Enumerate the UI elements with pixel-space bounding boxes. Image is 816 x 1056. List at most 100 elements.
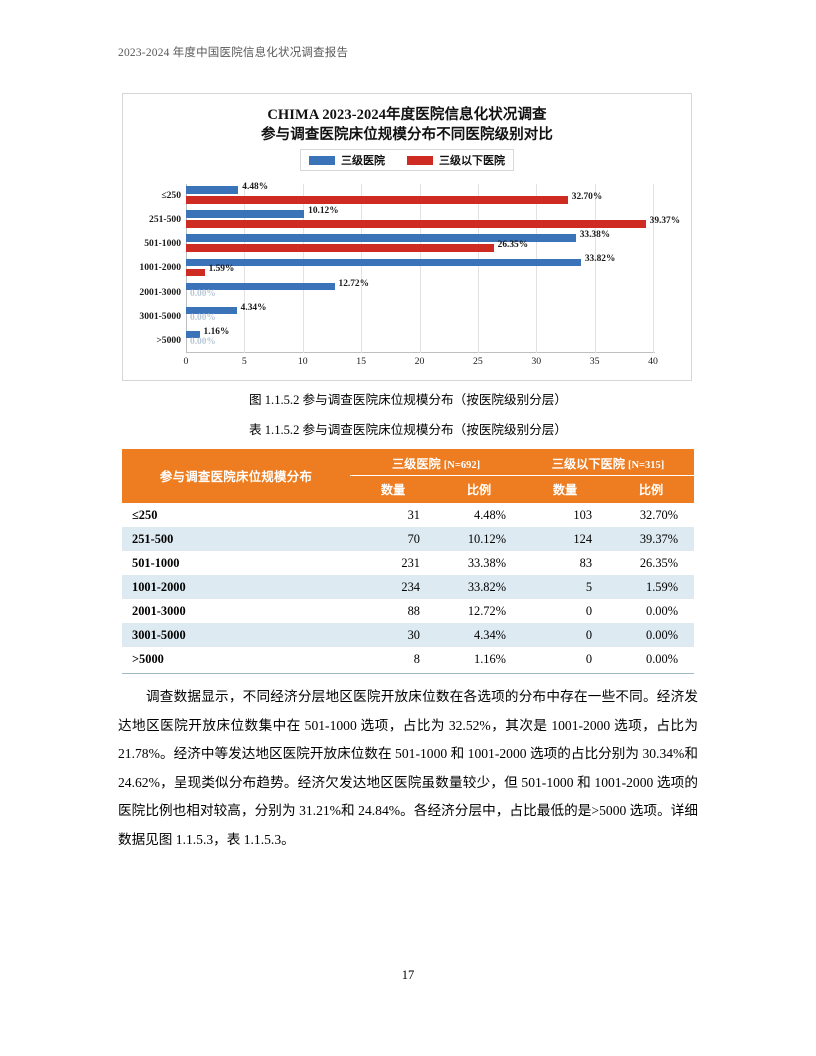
table-cell-g2-count: 5	[522, 575, 609, 599]
legend-swatch-red	[407, 155, 433, 165]
group-1-name: 三级医院	[391, 457, 441, 471]
figure-caption: 图 1.1.5.2 参与调查医院床位规模分布（按医院级别分层）	[249, 393, 567, 407]
table-row: 251-500 70 10.12% 124 39.37%	[122, 527, 695, 551]
table-cell-g1-percent: 4.34%	[436, 623, 523, 647]
table-header-row-groups: 参与调查医院床位规模分布 三级医院 [N=692] 三级以下医院 [N=315]	[122, 449, 695, 503]
chart-category-group: 1001-2000 33.82% 1.59%	[139, 255, 653, 280]
group-1-n: [N=692]	[443, 460, 481, 471]
table-cell-g1-percent: 33.38%	[436, 551, 523, 575]
legend-item-series-1: 三级医院	[309, 152, 385, 168]
table-cell-g1-count: 8	[350, 647, 436, 671]
chart-gridline	[594, 184, 596, 353]
table-header-group-2: 三级以下医院 [N=315]	[522, 449, 695, 476]
chart-bar	[186, 258, 581, 266]
chart-title-line2: 参与调查医院床位规模分布不同医院级别对比	[261, 127, 553, 143]
chart-category-label: 3001-5000	[139, 310, 181, 322]
legend-item-series-2: 三级以下医院	[407, 152, 505, 168]
table-row: 2001-3000 88 12.72% 0 0.00%	[122, 599, 695, 623]
chart-bar-value-label: 26.35%	[497, 240, 529, 251]
chart-bar-value-label: 1.59%	[208, 264, 235, 275]
chart-category-group: 3001-5000 4.34% 0.00%	[139, 303, 653, 329]
chart-category-group: >5000 1.16% 0.00%	[156, 326, 653, 353]
chart-bar	[186, 186, 239, 194]
table-cell-g2-count: 0	[522, 599, 609, 623]
x-axis-tick: 35	[589, 356, 600, 367]
running-header: 2023-2024 年度中国医院信息化状况调查报告	[118, 47, 349, 59]
chart-figure: CHIMA 2023-2024年度医院信息化状况调查 参与调查医院床位规模分布不…	[122, 93, 692, 381]
chart-category-label: 1001-2000	[139, 262, 181, 274]
table-row: >5000 8 1.16% 0 0.00%	[122, 647, 695, 671]
chart-category-label: >5000	[156, 334, 181, 346]
group-2-name: 三级以下医院	[551, 457, 625, 471]
table-cell-g1-count: 88	[350, 599, 436, 623]
chart-gridline	[244, 184, 246, 353]
chart-bar-value-label: 0.00%	[190, 312, 216, 323]
table-header-g1-count: 数量	[350, 475, 436, 503]
x-axis-tick: 20	[414, 356, 425, 367]
chart-category-group: 501-1000 33.38% 26.35%	[144, 230, 653, 256]
table-cell-g2-percent: 1.59%	[608, 575, 695, 599]
table-row: 501-1000 231 33.38% 83 26.35%	[122, 551, 695, 575]
chart-bar-value-label: 10.12%	[308, 206, 339, 217]
x-axis-tick: 0	[183, 356, 189, 367]
chart-gridline	[536, 184, 538, 353]
table-cell-g2-percent: 0.00%	[608, 599, 695, 623]
chart-bar	[186, 244, 494, 252]
chart-bar	[186, 234, 576, 242]
table-cell-g1-count: 231	[350, 551, 436, 575]
chart-bar-value-label: 1.16%	[203, 326, 230, 337]
table-cell-g1-count: 31	[350, 503, 436, 527]
page-number: 17	[401, 968, 415, 982]
table-head: 参与调查医院床位规模分布 三级医院 [N=692] 三级以下医院 [N=315]…	[122, 449, 695, 503]
chart-category-label: ≤250	[161, 190, 181, 201]
chart-category-group: ≤250 4.48% 32.70%	[161, 182, 653, 208]
chart-legend: 三级医院 三级以下医院	[300, 149, 514, 171]
x-axis-tick: 25	[472, 356, 483, 367]
chart-bar	[186, 331, 200, 339]
x-axis-tick: 5	[241, 356, 247, 367]
x-axis-tick: 10	[297, 356, 308, 367]
table-cell-category: 2001-3000	[122, 599, 350, 623]
chart-bar-value-label: 39.37%	[649, 216, 681, 227]
table-body: ≤250 31 4.48% 103 32.70% 251-500 70 10.12% 124 39…	[122, 503, 695, 671]
table-header-g2-percent: 比例	[608, 475, 695, 503]
table-cell-g1-percent: 12.72%	[436, 599, 523, 623]
chart-category-group: 2001-3000 12.72% 0.00%	[139, 279, 653, 305]
table-header-g1-percent: 比例	[436, 475, 523, 503]
chart-gridline	[477, 184, 479, 353]
chart-bar	[186, 210, 305, 218]
legend-label-series-1: 三级医院	[341, 155, 385, 167]
body-paragraph: 调查数据显示，不同经济分层地区医院开放床位数在各选项的分布中存在一些不同。经济发…	[118, 689, 698, 847]
chart-plot-area: ≤250 4.48% 32.70% 251-500 10.12% 39.37% 501-10…	[139, 182, 680, 353]
table-cell-g2-percent: 32.70%	[608, 503, 695, 527]
table-header-category: 参与调查医院床位规模分布	[122, 449, 350, 503]
chart-category-label: 2001-3000	[139, 286, 181, 298]
table-cell-g2-percent: 39.37%	[608, 527, 695, 551]
chart-title-line1: CHIMA 2023-2024年度医院信息化状况调查	[267, 107, 547, 123]
chart-title: CHIMA 2023-2024年度医院信息化状况调查 参与调查医院床位规模分布不…	[123, 105, 691, 145]
table-cell-g2-count: 103	[522, 503, 609, 527]
table-cell-category: >5000	[122, 647, 350, 671]
table-cell-g1-percent: 10.12%	[436, 527, 523, 551]
legend-label-series-2: 三级以下医院	[439, 155, 505, 167]
table-cell-g2-count: 0	[522, 623, 609, 647]
table-cell-g2-count: 0	[522, 647, 609, 671]
legend-swatch-blue	[309, 155, 335, 165]
table-cell-g2-percent: 26.35%	[608, 551, 695, 575]
chart-bar-value-label: 33.38%	[579, 230, 611, 241]
table-cell-category: 1001-2000	[122, 575, 350, 599]
table-header-row-subs: 数量 比例 数量 比例	[122, 475, 695, 503]
table-bottom-rule	[122, 673, 694, 674]
chart-gridline	[419, 184, 421, 353]
table-cell-category: 251-500	[122, 527, 350, 551]
x-axis-tick: 15	[356, 356, 367, 367]
chart-category-group: 251-500 10.12% 39.37%	[149, 206, 680, 232]
chart-category-label: 251-500	[149, 214, 181, 226]
x-axis-tick-labels: 0 5 10 15 20 25 30 35 40	[183, 353, 658, 371]
table-cell-g2-count: 124	[522, 527, 609, 551]
x-axis-tick: 30	[531, 356, 542, 367]
chart-bar-value-label: 4.48%	[242, 182, 269, 192]
chart-gridline	[302, 184, 304, 353]
table-cell-category: 501-1000	[122, 551, 350, 575]
